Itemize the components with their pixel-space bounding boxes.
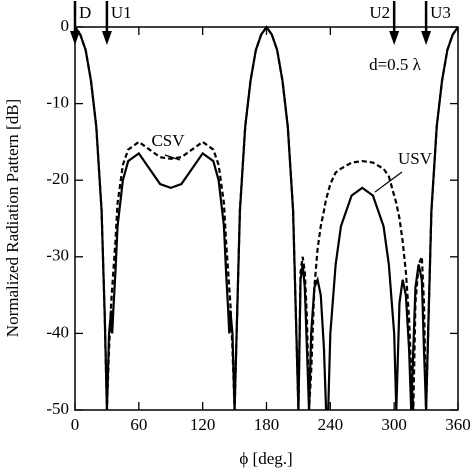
x-axis-label: ϕ [deg.] [239,449,292,468]
y-tick-label: -40 [46,322,69,341]
y-tick-label: -50 [46,399,69,418]
beam-arrow-head [389,31,400,45]
series-label: USV [398,149,433,168]
series-line [75,25,458,410]
x-tick-label: 0 [71,415,80,434]
beam-arrow-head [421,31,432,45]
x-tick-label: 60 [130,415,147,434]
x-tick-label: 240 [318,415,344,434]
x-tick-label: 180 [254,415,280,434]
beam-label: U3 [430,3,451,22]
x-tick-label: 360 [445,415,471,434]
annotation: d=0.5 λ [369,55,422,74]
beam-label: U2 [369,3,390,22]
x-tick-label: 120 [190,415,216,434]
x-tick-label: 300 [381,415,407,434]
callout-line [164,154,181,161]
beam-arrow-head [70,31,80,45]
y-tick-label: -30 [46,246,69,265]
callout-line [374,171,403,193]
series-label: CSV [151,131,185,150]
y-tick-label: -20 [46,169,69,188]
y-tick-label: -10 [46,93,69,112]
beam-label: D [79,3,91,22]
y-axis-label: Normalized Radiation Pattern [dB] [3,99,22,337]
beam-arrow-head [101,31,112,45]
beam-label: U1 [111,3,132,22]
y-tick-label: 0 [61,16,70,35]
